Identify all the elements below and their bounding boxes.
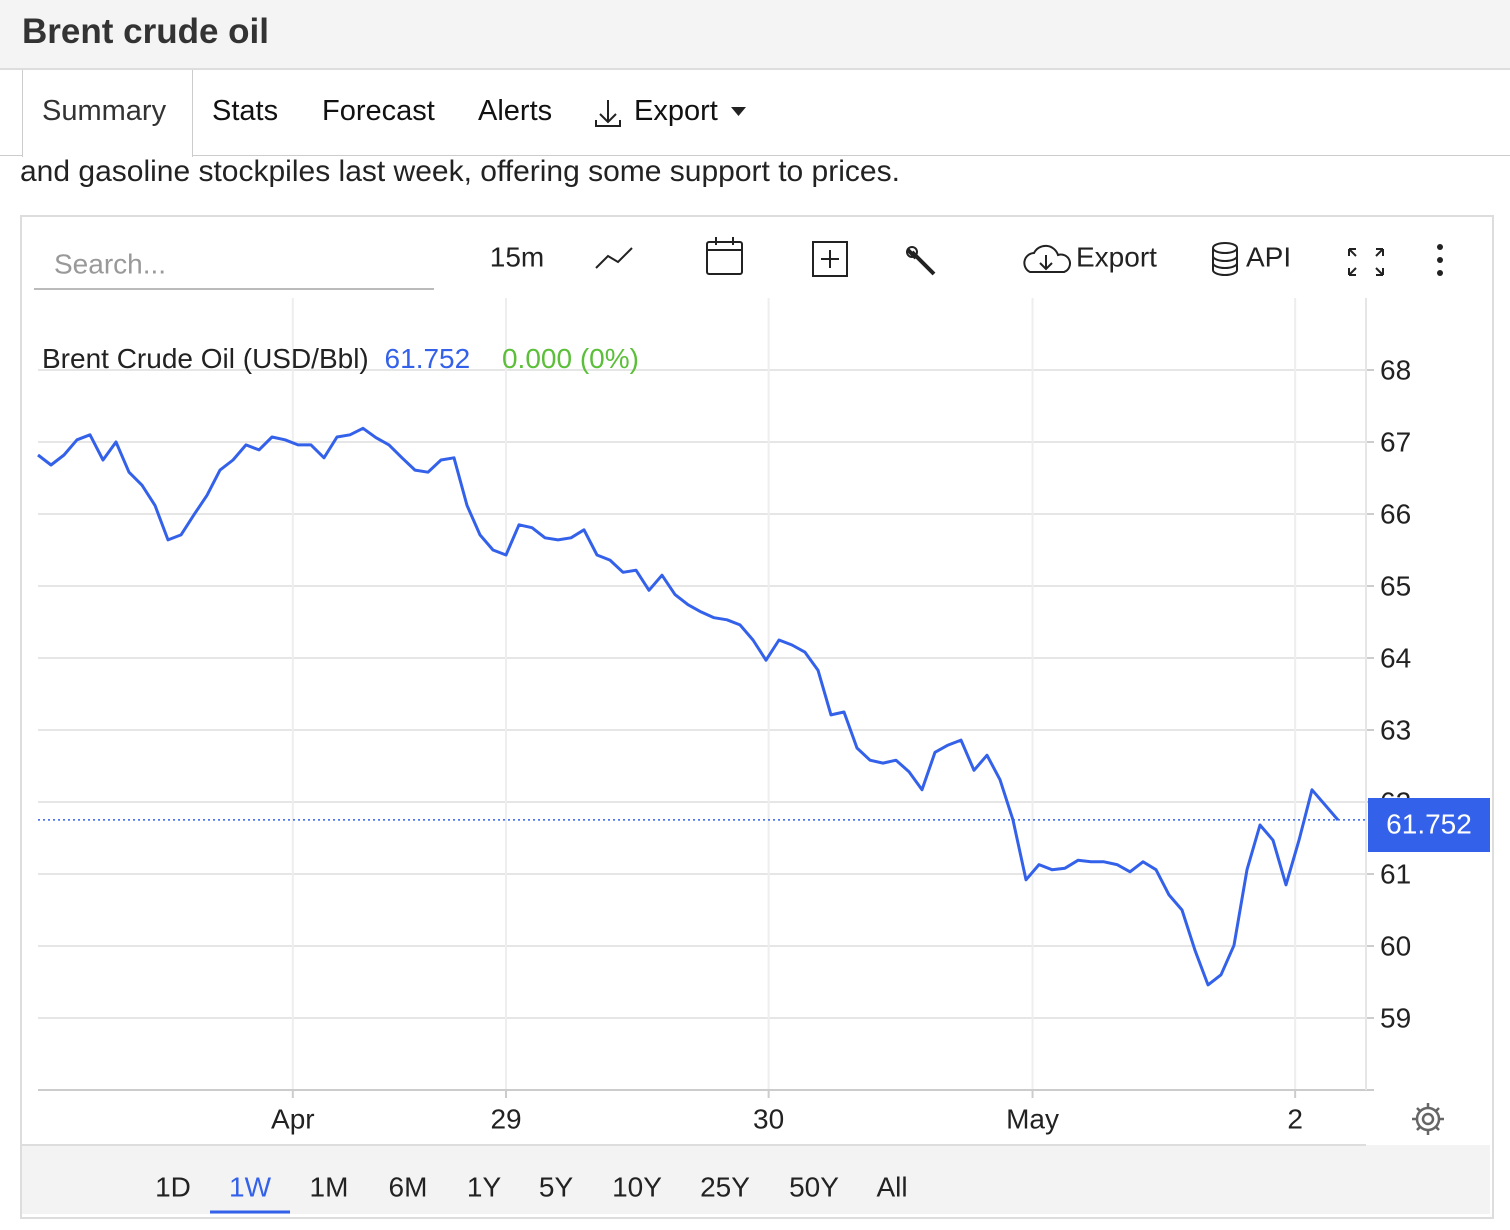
chart-container [20, 215, 1494, 1219]
interval-button[interactable]: 15m [490, 241, 544, 272]
legend-series-name: Brent Crude Oil (USD/Bbl) [42, 343, 369, 374]
x-tick-label: Apr [271, 1103, 315, 1134]
range-bar [22, 1145, 1490, 1214]
range-button[interactable]: 1Y [467, 1171, 502, 1202]
y-tick-label: 66 [1380, 498, 1411, 529]
range-button[interactable]: 25Y [700, 1171, 750, 1202]
x-tick-label: 30 [753, 1103, 784, 1134]
y-tick-label: 60 [1380, 930, 1411, 961]
last-price-label: 61.752 [1386, 808, 1472, 839]
range-button[interactable]: 1W [229, 1171, 272, 1202]
header-bar [0, 0, 1510, 70]
range-button[interactable]: 1D [155, 1171, 191, 1202]
legend-change: 0.000 (0%) [502, 343, 639, 374]
more-menu[interactable] [1437, 244, 1443, 276]
tab-bar [0, 70, 1510, 156]
y-tick-label: 64 [1380, 642, 1411, 673]
news-text: and gasoline stockpiles last week, offer… [20, 155, 900, 188]
tab[interactable]: Forecast [322, 95, 435, 127]
x-tick-label: 2 [1287, 1103, 1303, 1134]
tab[interactable]: Export [634, 95, 718, 127]
tab[interactable]: Summary [42, 95, 167, 127]
legend: Brent Crude Oil (USD/Bbl) 61.752 0.000 (… [42, 343, 639, 374]
x-tick-label: 29 [490, 1103, 521, 1134]
tab[interactable]: Stats [212, 95, 279, 127]
range-button[interactable]: 6M [389, 1171, 428, 1202]
y-tick-label: 59 [1380, 1002, 1411, 1033]
last-price-box [1368, 798, 1490, 852]
page-title: Brent crude oil [22, 12, 269, 51]
price-line [37, 426, 1340, 987]
export-button[interactable]: Export [1076, 241, 1157, 272]
range-button[interactable]: 5Y [539, 1171, 574, 1202]
search-placeholder[interactable]: Search... [54, 248, 166, 279]
legend-background [38, 335, 673, 387]
y-tick-label: 63 [1380, 714, 1411, 745]
range-button[interactable]: 50Y [789, 1171, 839, 1202]
y-tick-label: 65 [1380, 570, 1411, 601]
legend-value: 61.752 [385, 343, 471, 374]
download-icon [595, 100, 621, 127]
y-tick-label: 61 [1380, 858, 1411, 889]
range-button[interactable]: All [876, 1171, 907, 1202]
settings-icon[interactable] [1412, 1103, 1444, 1135]
api-button[interactable]: API [1246, 241, 1291, 272]
y-tick-label: 68 [1380, 354, 1411, 385]
y-tick-label: 67 [1380, 426, 1411, 457]
caret [731, 107, 746, 116]
active-tab [22, 70, 193, 157]
range-button[interactable]: 10Y [612, 1171, 662, 1202]
x-tick-label: May [1006, 1103, 1059, 1134]
range-button[interactable]: 1M [310, 1171, 349, 1202]
toolbar-icons[interactable] [595, 237, 1384, 277]
tab[interactable]: Alerts [478, 95, 553, 127]
